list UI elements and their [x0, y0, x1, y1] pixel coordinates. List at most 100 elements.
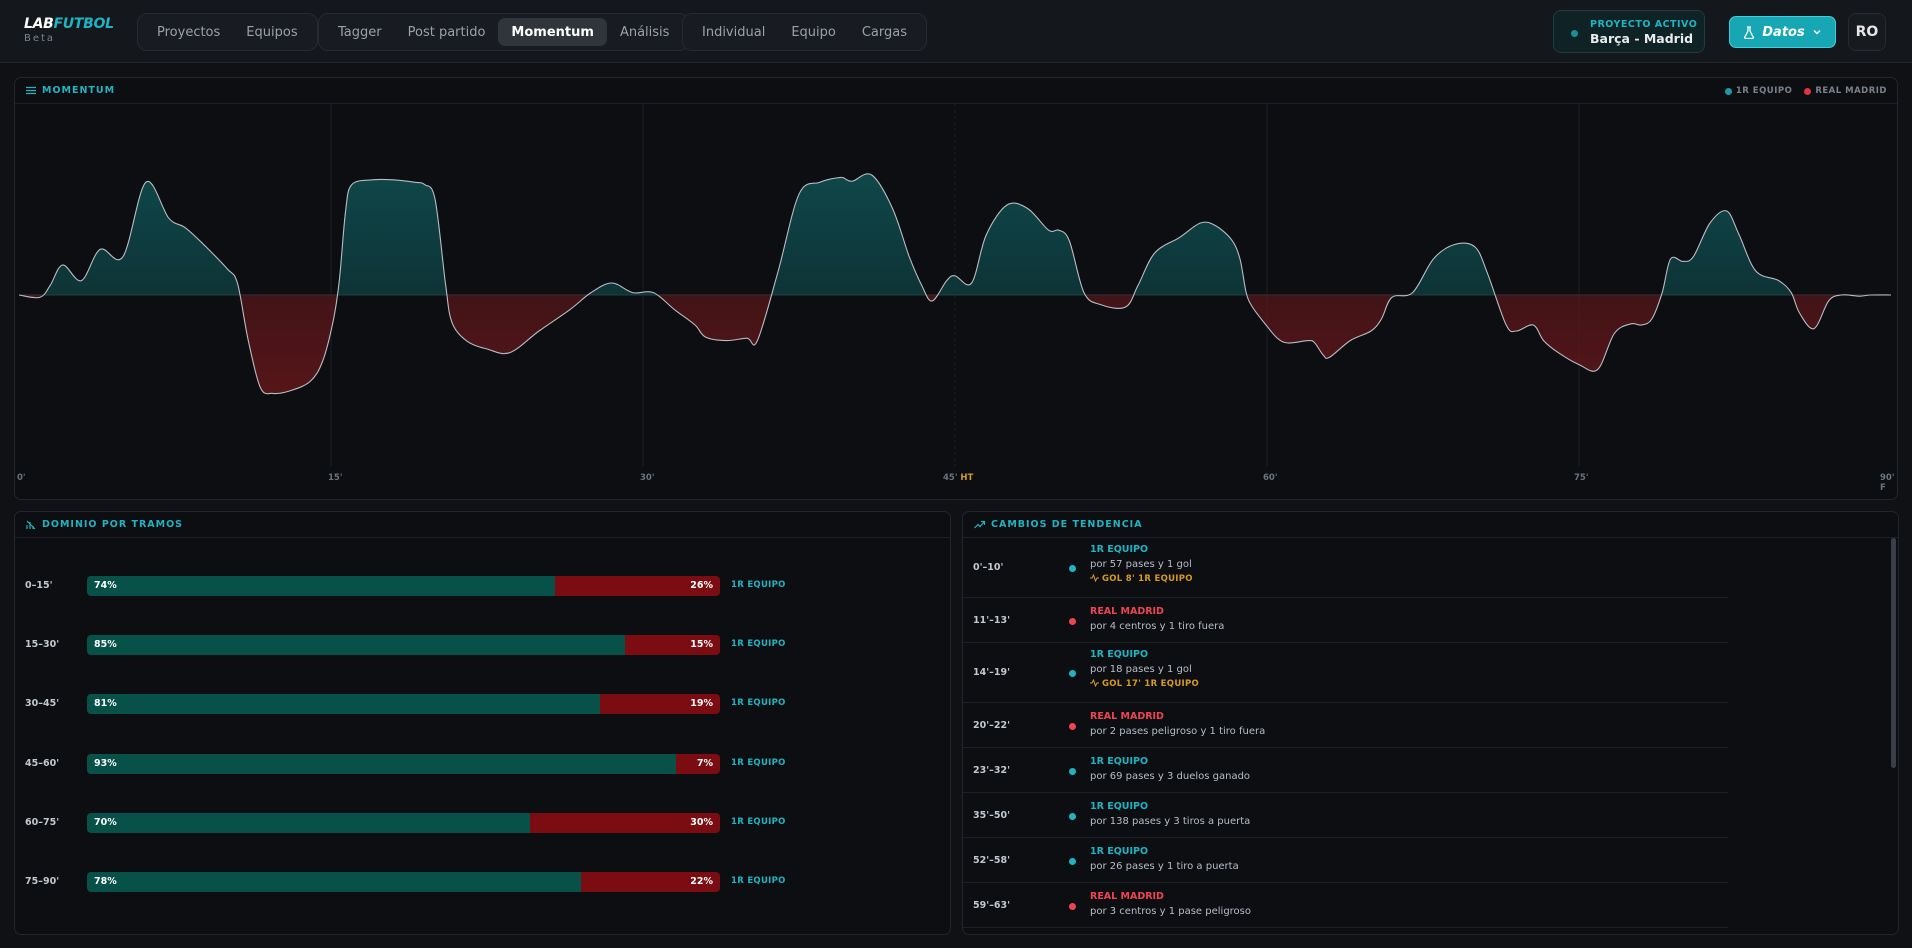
- dominio-bar-away: 22%: [580, 872, 720, 892]
- dominio-range: 45–60': [25, 758, 60, 769]
- minute-90-text: 90': [1880, 473, 1895, 483]
- dominio-away-pct: 19%: [690, 698, 713, 709]
- tendencia-team: 1R EQUIPO: [1090, 756, 1149, 767]
- tendencia-row[interactable]: 59'–63' REAL MADRID por 3 centros y 1 pase…: [963, 883, 1728, 928]
- avatar[interactable]: RO: [1848, 13, 1886, 51]
- legend-dot-away: [1804, 87, 1812, 95]
- tendencia-team: 1R EQUIPO: [1090, 846, 1149, 857]
- cambios-title: CAMBIOS DE TENDENCIA: [974, 519, 1143, 530]
- trend-up-icon: [974, 520, 985, 529]
- minute-label-75: 75': [1574, 473, 1589, 483]
- team-dot: [1069, 565, 1076, 572]
- cambios-scrollbar[interactable]: [1891, 538, 1896, 768]
- dominio-range: 30–45': [25, 698, 60, 709]
- team-dot: [1069, 723, 1076, 730]
- dominio-bar-home: 74%: [87, 576, 556, 596]
- dominio-winner: 1R EQUIPO: [731, 580, 786, 590]
- momentum-title: MOMENTUM: [26, 85, 115, 96]
- nav-individual[interactable]: Individual: [702, 24, 766, 40]
- goal-text: GOL 8' 1R EQUIPO: [1102, 574, 1193, 584]
- project-label: PROYECTO ACTIVO: [1590, 19, 1698, 30]
- dominio-away-pct: 30%: [690, 817, 713, 828]
- nav-proyectos[interactable]: Proyectos: [157, 24, 221, 40]
- nav-post-partido[interactable]: Post partido: [407, 24, 486, 40]
- tendencia-range: 52'–58': [973, 855, 1011, 866]
- tendencia-team: 1R EQUIPO: [1090, 801, 1149, 812]
- tendencia-row[interactable]: 35'–50' 1R EQUIPO por 138 pases y 3 tiros …: [963, 793, 1728, 838]
- pulse-icon: [1090, 678, 1099, 688]
- datos-button[interactable]: Datos: [1729, 16, 1836, 48]
- halftime-label: HT: [960, 473, 974, 483]
- tendencia-row[interactable]: 23'–32' 1R EQUIPO por 69 pases y 3 duelos …: [963, 748, 1728, 793]
- tendencia-row[interactable]: 20'–22' REAL MADRID por 2 pases peligroso …: [963, 703, 1728, 748]
- project-name: Barça - Madrid: [1590, 31, 1694, 46]
- tendencia-team: REAL MADRID: [1090, 606, 1164, 617]
- nav-equipo[interactable]: Equipo: [791, 24, 836, 40]
- momentum-chart[interactable]: [15, 78, 1898, 500]
- minute-45-text: 45': [943, 473, 958, 483]
- momentum-title-text: MOMENTUM: [42, 85, 116, 96]
- dominio-bar[interactable]: 81% 19%: [87, 694, 720, 714]
- dominio-range: 75–90': [25, 876, 60, 887]
- momentum-panel: MOMENTUM 1R EQUIPO REAL MADRID 0' 15' 30…: [14, 77, 1898, 500]
- dominio-title-text: DOMINIO POR TRAMOS: [42, 519, 183, 530]
- tendencia-detail: por 3 centros y 1 pase peligroso: [1090, 906, 1252, 917]
- dominio-away-pct: 22%: [690, 876, 713, 887]
- team-dot: [1069, 813, 1076, 820]
- dominio-home-pct: 85%: [94, 639, 117, 650]
- active-project[interactable]: PROYECTO ACTIVO Barça - Madrid: [1553, 10, 1705, 53]
- tendencia-team: REAL MADRID: [1090, 711, 1164, 722]
- dominio-bar-home: 81%: [87, 694, 600, 714]
- nav-group-loads: Individual Equipo Cargas: [682, 13, 927, 51]
- chevron-down-icon: [1813, 29, 1821, 35]
- nav-tagger[interactable]: Tagger: [338, 24, 382, 40]
- tendencia-row[interactable]: 11'–13' REAL MADRID por 4 centros y 1 tiro…: [963, 598, 1728, 643]
- dominio-bar-home: 70%: [87, 813, 531, 833]
- team-dot: [1069, 670, 1076, 677]
- minute-label-30: 30': [640, 473, 655, 483]
- tendencia-team: REAL MADRID: [1090, 891, 1164, 902]
- tendencia-row[interactable]: 52'–58' 1R EQUIPO por 26 pases y 1 tiro a …: [963, 838, 1728, 883]
- momentum-divider: [15, 103, 1897, 104]
- legend-item-away: REAL MADRID: [1804, 86, 1887, 96]
- tendencia-detail: por 2 pases peligroso y 1 tiro fuera: [1090, 726, 1266, 737]
- dominio-bar[interactable]: 70% 30%: [87, 813, 720, 833]
- wave-icon: [26, 86, 36, 95]
- dominio-winner: 1R EQUIPO: [731, 698, 786, 708]
- nav-cargas[interactable]: Cargas: [861, 24, 907, 40]
- dominio-winner: 1R EQUIPO: [731, 758, 786, 768]
- tendencia-range: 0'–10': [973, 562, 1004, 573]
- legend-label-home: 1R EQUIPO: [1735, 86, 1793, 96]
- fulltime-label: F: [1880, 483, 1886, 493]
- nav-equipos[interactable]: Equipos: [246, 24, 298, 40]
- project-status-dot: [1571, 30, 1578, 37]
- dominio-bar[interactable]: 93% 7%: [87, 754, 720, 774]
- dominio-away-pct: 26%: [690, 580, 713, 591]
- minute-label-15: 15': [328, 473, 343, 483]
- minute-label-60: 60': [1263, 473, 1278, 483]
- dominio-bar[interactable]: 85% 15%: [87, 635, 720, 655]
- dominio-range: 0–15': [25, 580, 53, 591]
- nav-momentum[interactable]: Momentum: [498, 18, 607, 46]
- goal-tag: GOL 17' 1R EQUIPO: [1090, 678, 1199, 689]
- momentum-line: [18, 173, 1892, 395]
- cambios-divider: [963, 537, 1898, 538]
- tendencia-row[interactable]: 0'–10' 1R EQUIPO por 57 pases y 1 gol GOL 8…: [963, 538, 1728, 598]
- dominio-away-pct: 7%: [696, 758, 713, 769]
- tendencia-range: 35'–50': [973, 810, 1011, 821]
- dominio-bar[interactable]: 78% 22%: [87, 872, 720, 892]
- dominio-bar[interactable]: 74% 26%: [87, 576, 720, 596]
- nav-analisis[interactable]: Análisis: [619, 24, 670, 40]
- dominio-away-pct: 15%: [690, 639, 713, 650]
- chart-legend: 1R EQUIPO REAL MADRID: [1724, 86, 1887, 96]
- logo[interactable]: LABFUTBOL Beta: [24, 16, 114, 44]
- dominio-bar-away: 15%: [625, 635, 720, 655]
- dominio-home-pct: 70%: [94, 817, 117, 828]
- tendencia-detail: por 69 pases y 3 duelos ganado: [1090, 771, 1251, 782]
- tendencia-row[interactable]: 14'–19' 1R EQUIPO por 18 pases y 1 gol GOL …: [963, 643, 1728, 703]
- dominio-home-pct: 74%: [94, 580, 117, 591]
- dominio-bar-away: 26%: [555, 576, 720, 596]
- team-dot: [1069, 768, 1076, 775]
- flask-icon: [1744, 25, 1755, 39]
- segments-icon: [26, 520, 36, 529]
